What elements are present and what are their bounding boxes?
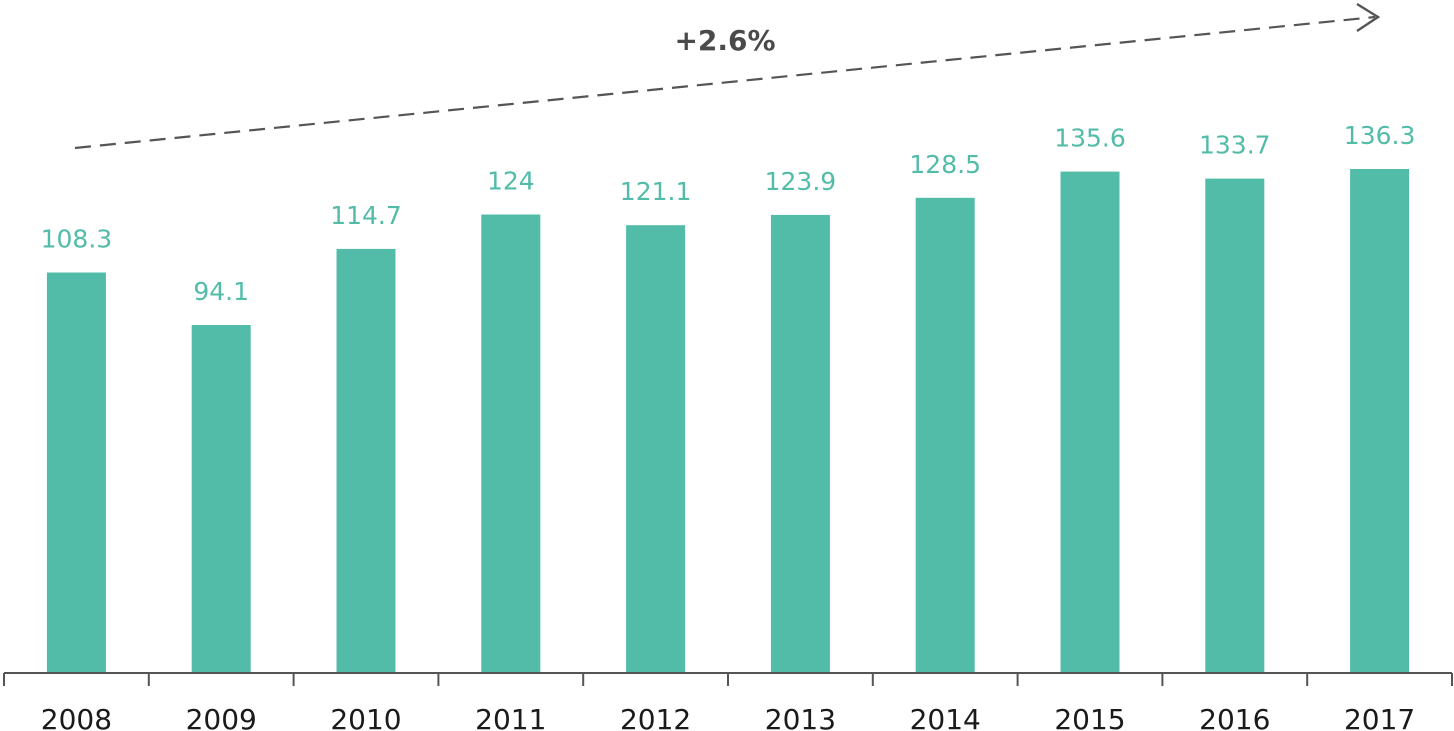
tick-label-2017: 2017 xyxy=(1344,703,1415,731)
tick-label-2013: 2013 xyxy=(765,703,836,731)
value-labels: 108.3 94.1 114.7 124 121.1 123.9 128.5 135.6 133… xyxy=(41,121,1416,306)
bar-2012 xyxy=(626,225,686,673)
bar-2014 xyxy=(915,197,975,674)
bar-2016 xyxy=(1205,178,1265,673)
value-label-2014: 128.5 xyxy=(909,150,981,179)
tick-label-2009: 2009 xyxy=(186,703,257,731)
x-axis-ticks xyxy=(3,673,1453,686)
tick-label-2008: 2008 xyxy=(41,703,112,731)
value-label-2012: 121.1 xyxy=(620,177,692,206)
value-label-2015: 135.6 xyxy=(1054,124,1126,153)
trend-annotation: +2.6% xyxy=(74,2,1381,150)
bar-2017 xyxy=(1350,169,1410,673)
value-label-2008: 108.3 xyxy=(41,225,113,254)
value-label-2017: 136.3 xyxy=(1344,121,1416,150)
tick-label-2010: 2010 xyxy=(330,703,401,731)
tick-label-2011: 2011 xyxy=(475,703,546,731)
x-axis-tick-labels: 2008 2009 2010 2011 2012 2013 2014 2015 2016 2017 xyxy=(41,703,1415,731)
tick-label-2016: 2016 xyxy=(1199,703,1270,731)
tick-label-2015: 2015 xyxy=(1054,703,1125,731)
bar-2013 xyxy=(770,214,830,673)
trend-arrow-line xyxy=(74,15,1376,150)
bar-2010 xyxy=(336,248,396,673)
value-label-2010: 114.7 xyxy=(330,201,402,230)
value-label-2011: 124 xyxy=(487,167,535,196)
bar-2009 xyxy=(191,325,251,673)
tick-label-2012: 2012 xyxy=(620,703,691,731)
trend-arrow-head xyxy=(1356,2,1381,32)
bars xyxy=(46,169,1410,674)
bar-2015 xyxy=(1060,171,1120,673)
bar-2011 xyxy=(481,214,541,673)
value-label-2016: 133.7 xyxy=(1199,131,1271,160)
value-label-2009: 94.1 xyxy=(193,277,249,306)
trend-label: +2.6% xyxy=(674,24,775,57)
bar-2008 xyxy=(46,272,106,673)
value-label-2013: 123.9 xyxy=(765,167,837,196)
tick-label-2014: 2014 xyxy=(910,703,981,731)
